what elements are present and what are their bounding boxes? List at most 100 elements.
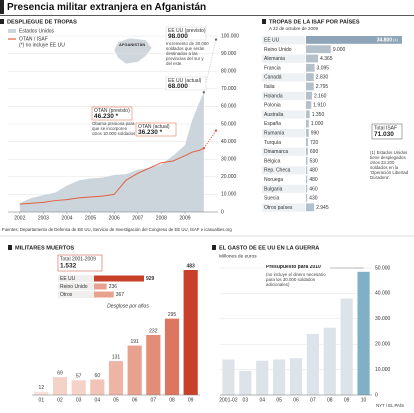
- value-label: 2.830: [316, 75, 329, 81]
- value-label: 4.365: [320, 56, 333, 62]
- row-bg: [262, 203, 305, 212]
- section-marker: [8, 245, 12, 250]
- annotation-marker: [214, 38, 218, 41]
- value-label: 480: [309, 177, 318, 183]
- map-shape: [113, 37, 153, 65]
- annotation-value: 36.230 *: [138, 129, 163, 136]
- chart-title: MILITARES MUERTOS: [15, 245, 74, 251]
- row-bg: [262, 45, 305, 54]
- breakdown-bar: [94, 291, 114, 298]
- annotation-value: 46.230 *: [94, 113, 119, 120]
- bar: [127, 345, 142, 395]
- row-bg: [262, 54, 305, 63]
- y-tick-label: 50.000: [375, 265, 391, 271]
- value-label: 295: [168, 312, 177, 318]
- annotation-label: OTAN (actual): [138, 124, 170, 130]
- value-label: 1.350: [312, 112, 325, 118]
- legend-swatch: [8, 29, 16, 33]
- note-marker: (1): [393, 37, 399, 42]
- value-label: 1.910: [313, 103, 326, 109]
- page-title: Presencia militar extranjera en Afganist…: [7, 2, 206, 13]
- value-label: 131: [112, 354, 121, 360]
- x-tick-label: 06: [293, 397, 299, 403]
- annotation-label: Presupuesto para 2010: [266, 265, 354, 271]
- bar: [306, 110, 310, 119]
- value-label: 2.945: [316, 205, 329, 211]
- x-tick-label: 09: [188, 397, 194, 403]
- bar: [306, 91, 312, 100]
- annotation-marker: [202, 91, 206, 94]
- bar: [306, 138, 308, 147]
- bar: [306, 54, 319, 63]
- y-tick-label: 0: [221, 209, 224, 215]
- breakdown-value: 367: [116, 292, 125, 298]
- chart-subtitle: Millones de euros: [219, 253, 257, 259]
- value-label: 3.095: [317, 65, 330, 71]
- bar: [306, 101, 312, 109]
- breakdown-label: EE UU: [60, 276, 76, 282]
- x-tick-label: 03: [243, 397, 249, 403]
- value-label: 9.000: [333, 47, 346, 53]
- value-label: 60: [95, 373, 101, 379]
- x-tick-label: 2005: [85, 215, 96, 221]
- row-bg: [262, 82, 305, 91]
- x-tick-label: 2008: [156, 215, 167, 221]
- bar: [306, 36, 402, 44]
- x-tick-label: 10: [361, 397, 367, 403]
- row-bg: [262, 166, 305, 175]
- bar: [357, 271, 370, 395]
- y-tick-label: 30.000: [375, 316, 391, 322]
- footnote: (1) Estados Unidos tiene desplegados otr…: [370, 150, 409, 181]
- y-tick-label: 60.000: [221, 104, 237, 110]
- x-tick-label: 05: [276, 397, 282, 403]
- bar: [256, 360, 269, 395]
- bar: [306, 63, 315, 72]
- value-label: 990: [311, 130, 320, 136]
- breakdown-label: Reino Unido: [60, 284, 88, 290]
- breakdown-value: 236: [109, 284, 118, 290]
- row-bg: [58, 291, 94, 298]
- bar: [306, 166, 308, 174]
- x-tick-label: 07: [151, 397, 157, 403]
- value-label: 232: [149, 328, 158, 334]
- planned-line: [203, 130, 217, 149]
- x-tick-label: 05: [113, 397, 119, 403]
- x-tick-label: 09: [344, 397, 350, 403]
- breakdown-bar: [94, 283, 107, 290]
- bar: [306, 45, 331, 54]
- x-tick-label: 02: [57, 397, 63, 403]
- annotation-box: [135, 122, 177, 137]
- bar: [273, 359, 286, 395]
- legend-note: (*) no incluye EE UU: [19, 42, 65, 48]
- x-tick-label: 2009: [179, 215, 190, 221]
- category-label: Rumanía: [264, 130, 285, 136]
- note: Desglose por años: [107, 303, 149, 309]
- bar: [306, 147, 308, 156]
- y-tick-label: 10.000: [375, 367, 391, 373]
- category-label: Polonia: [264, 103, 281, 109]
- y-tick-label: 70.000: [221, 86, 237, 92]
- bar: [90, 379, 105, 395]
- bar: [164, 318, 180, 395]
- legend-label: OTAN / ISAF: [19, 36, 48, 42]
- x-tick-label: 03: [76, 397, 82, 403]
- row-bg: [262, 110, 305, 119]
- x-tick-label: 07: [310, 397, 316, 403]
- total-label: Total ISAF: [374, 125, 397, 131]
- bar: [340, 298, 353, 395]
- value-label: 483: [186, 263, 195, 269]
- annotation-box: [165, 26, 207, 41]
- annotation-text-box: (no incluye el dinero necesario para los…: [266, 272, 330, 288]
- bar: [108, 361, 124, 395]
- bar: [306, 82, 314, 91]
- x-tick-label: 08: [327, 397, 333, 403]
- total-value: 1.532: [60, 263, 77, 270]
- category-label: Bélgica: [264, 158, 281, 164]
- annotation-label: OTAN (previsto): [94, 108, 130, 114]
- category-label: España: [264, 121, 281, 127]
- nato-line: [19, 147, 205, 205]
- annotation-text: Obama presiona para que se incorporen ot…: [92, 121, 136, 137]
- row-bg: [262, 63, 305, 73]
- category-label: Rep. Checa: [264, 168, 291, 174]
- value-label: 2.795: [316, 84, 329, 90]
